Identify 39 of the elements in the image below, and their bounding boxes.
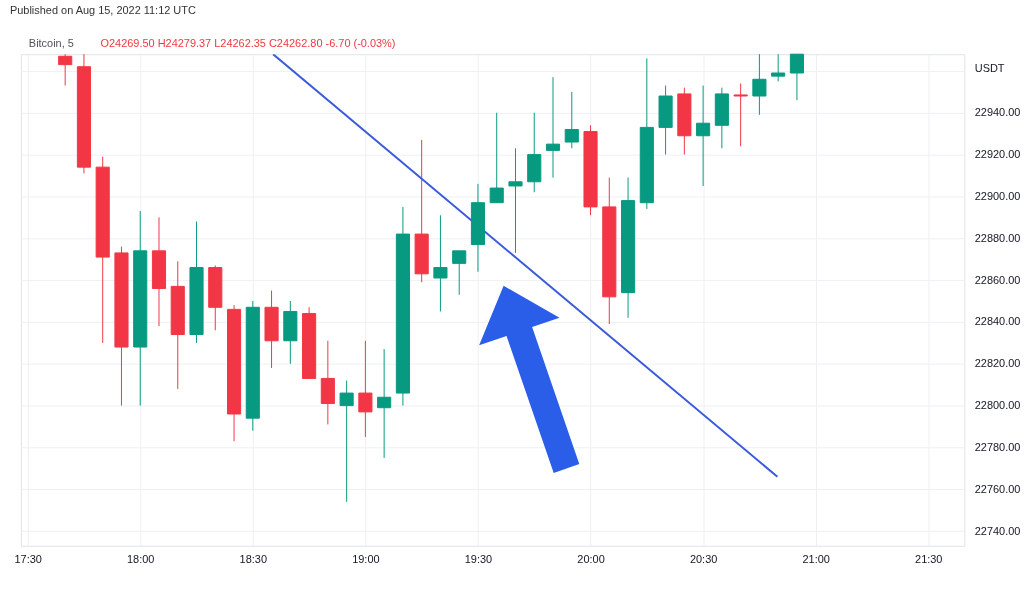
candlestick [433, 214, 448, 312]
candlestick [339, 380, 354, 503]
y-tick-label: 22840.00 [974, 315, 1021, 328]
candlestick [58, 53, 73, 87]
candlestick [489, 112, 504, 204]
y-tick-label: 22920.00 [974, 148, 1021, 161]
x-tick-label: 20:30 [689, 553, 718, 566]
y-tick-label: 22800.00 [974, 399, 1021, 412]
chart-title: Published on Aug 15, 2022 11:12 UTC [9, 4, 196, 17]
x-tick-label: 18:00 [127, 553, 155, 566]
candlestick [771, 53, 786, 82]
y-tick-label: 22820.00 [974, 357, 1021, 370]
x-tick-label: 18:30 [239, 553, 267, 566]
x-tick-label: 21:00 [802, 553, 830, 566]
y-tick-label: 22900.00 [974, 189, 1021, 202]
chart-subtitle: Bitcoin, 5 [28, 37, 74, 50]
x-tick-label: 19:30 [464, 553, 493, 566]
y-tick-label: 22740.00 [974, 524, 1021, 537]
y-tick-label: 22760.00 [974, 482, 1021, 495]
text: O24269.50 H24279.37 L24262.35 C24262.80 -6.70 (-0.03%) [100, 37, 396, 50]
y-tick-label: 22880.00 [974, 231, 1021, 244]
y-tick-label: 22780.00 [974, 440, 1021, 453]
candlestick [752, 53, 767, 116]
candlestick [358, 340, 373, 438]
candlestick [789, 53, 804, 101]
y-tick-label: 22860.00 [974, 273, 1021, 286]
x-tick-label: 17:30 [14, 553, 42, 566]
candlestick [508, 147, 523, 254]
x-tick-label: 19:00 [352, 553, 380, 566]
candlestick [377, 348, 392, 459]
candlestick [696, 85, 711, 187]
candlestick [545, 76, 561, 179]
y-axis-title: USDT [974, 61, 1005, 74]
x-tick-label: 21:30 [915, 553, 943, 566]
x-tick-label: 20:00 [577, 553, 605, 566]
y-tick-label: 22940.00 [974, 106, 1021, 119]
candlestick [733, 82, 748, 147]
candlestick [564, 91, 579, 149]
candlestick [452, 250, 467, 296]
